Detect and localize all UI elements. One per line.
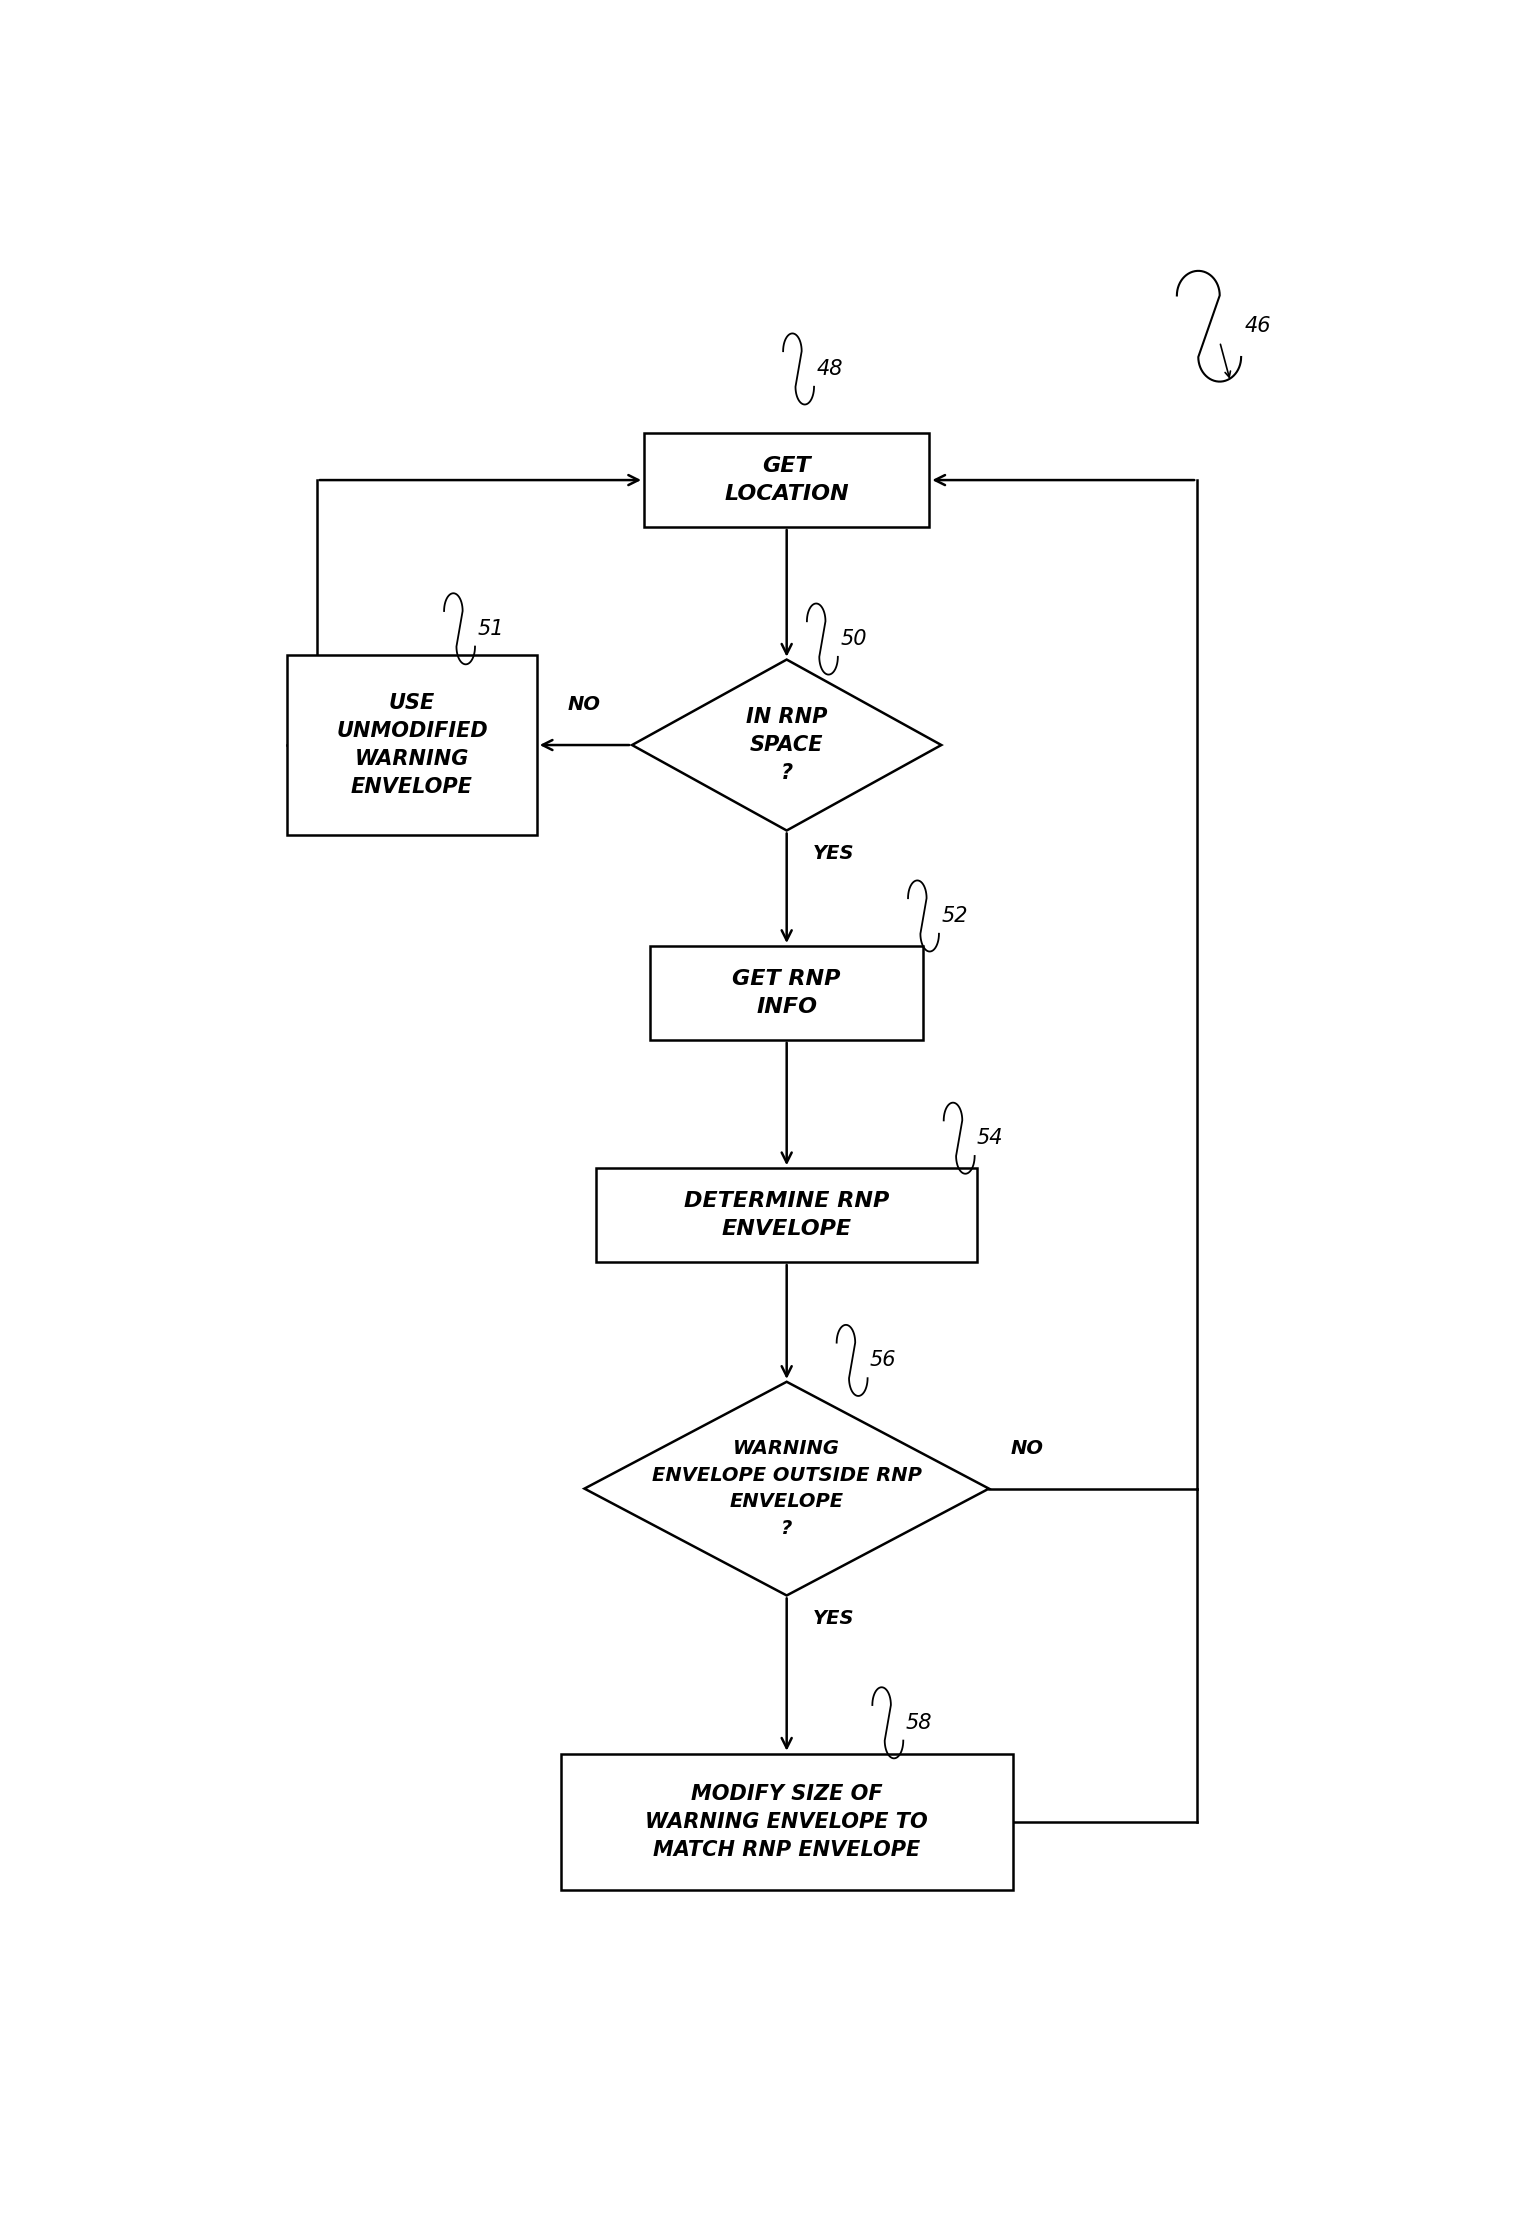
Text: IN RNP
SPACE
?: IN RNP SPACE ?	[746, 706, 827, 784]
Bar	[287, 655, 537, 835]
Bar	[560, 1754, 1013, 1891]
Text: GET
LOCATION: GET LOCATION	[725, 455, 849, 504]
Text: 56: 56	[870, 1350, 896, 1370]
Text: MODIFY SIZE OF
WARNING ENVELOPE TO
MATCH RNP ENVELOPE: MODIFY SIZE OF WARNING ENVELOPE TO MATCH…	[645, 1785, 929, 1860]
Text: 46: 46	[1245, 315, 1271, 335]
Text: USE
UNMODIFIED
WARNING
ENVELOPE: USE UNMODIFIED WARNING ENVELOPE	[336, 693, 488, 797]
Text: YES: YES	[814, 1610, 855, 1627]
Bar	[649, 946, 924, 1039]
Text: 52: 52	[941, 906, 969, 926]
Text: 54: 54	[978, 1128, 1004, 1148]
Text: 48: 48	[817, 360, 843, 380]
Polygon shape	[585, 1381, 989, 1596]
Text: NO: NO	[568, 695, 600, 715]
Text: DETERMINE RNP
ENVELOPE: DETERMINE RNP ENVELOPE	[685, 1192, 889, 1239]
Text: 50: 50	[840, 628, 867, 648]
Text: YES: YES	[814, 844, 855, 864]
Bar	[596, 1168, 976, 1263]
Text: 58: 58	[906, 1714, 932, 1734]
Bar	[645, 433, 930, 526]
Text: GET RNP
INFO: GET RNP INFO	[732, 968, 841, 1017]
Polygon shape	[632, 659, 941, 830]
Text: 51: 51	[477, 619, 503, 639]
Text: WARNING
ENVELOPE OUTSIDE RNP
ENVELOPE
?: WARNING ENVELOPE OUTSIDE RNP ENVELOPE ?	[652, 1439, 921, 1538]
Text: NO: NO	[1010, 1439, 1044, 1459]
